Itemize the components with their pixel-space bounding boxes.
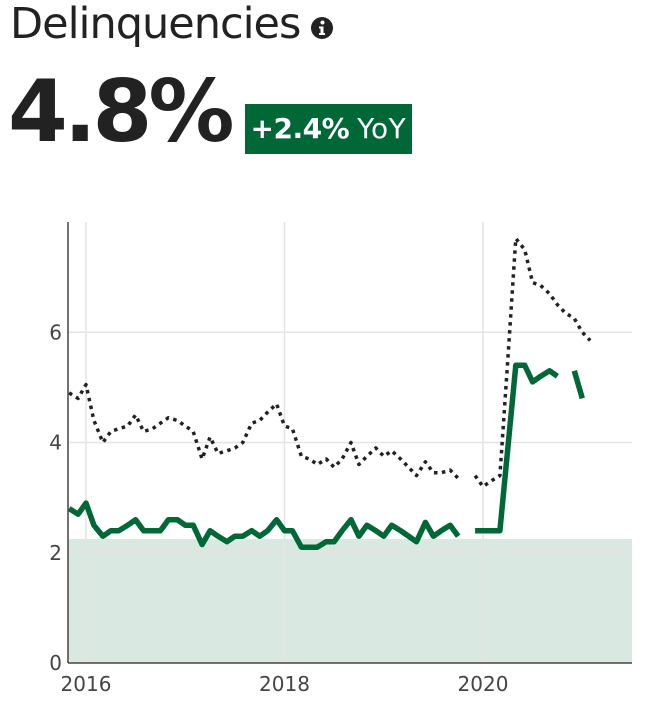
series-1-line-segment-2 — [473, 236, 592, 489]
y-tick-label-0: 0 — [49, 651, 62, 675]
page-title: Delinquencies — [10, 0, 301, 49]
yoy-change-badge: +2.4% YoY — [244, 104, 413, 154]
y-tick-label-4: 4 — [49, 431, 62, 455]
y-tick-label-6: 6 — [49, 320, 62, 344]
chart-axes — [67, 222, 632, 664]
series-2-line-segment-2 — [475, 362, 559, 534]
x-tick-label-2020: 2020 — [458, 672, 509, 696]
series-1-line-segment-1 — [68, 382, 460, 480]
series-2-line-segment-3 — [571, 370, 585, 400]
header-title: Delinquencies — [10, 0, 334, 54]
delinquency-rate-value: 4.8% — [8, 62, 235, 162]
x-tick-label-2016: 2016 — [61, 672, 112, 696]
threshold-band — [68, 538, 632, 663]
yoy-change-unit: YoY — [357, 112, 407, 145]
tick-labels: 0 2 4 6 2016 2018 2020 — [49, 320, 508, 696]
y-tick-label-2: 2 — [49, 541, 62, 565]
metric-row: 4.8% +2.4% YoY — [8, 62, 413, 162]
series-2-line-segment-1 — [67, 500, 461, 550]
threshold-band-layer — [68, 538, 632, 663]
info-icon[interactable] — [310, 16, 334, 40]
series-layer — [67, 236, 592, 550]
yoy-change-value: +2.4% — [250, 112, 350, 145]
x-tick-label-2018: 2018 — [259, 672, 310, 696]
